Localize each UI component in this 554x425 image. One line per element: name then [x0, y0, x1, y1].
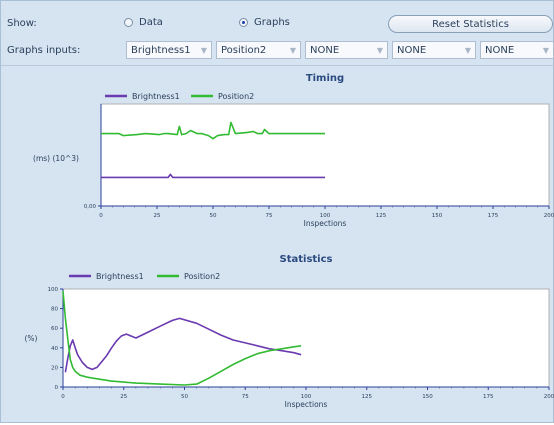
graph-input-select-1[interactable]: Brightness1 ▼	[126, 41, 212, 59]
x-tick-label: 50	[181, 394, 188, 400]
y-axis-label: (ms) (10^3)	[33, 154, 79, 163]
x-tick-label: 75	[266, 213, 273, 219]
x-tick-label: 175	[488, 213, 499, 219]
x-tick-label: 75	[242, 394, 249, 400]
y-tick-label: 0,00	[84, 204, 97, 210]
plot-area	[62, 288, 550, 388]
series-line	[62, 290, 302, 386]
radio-data[interactable]: Data	[124, 17, 163, 28]
x-tick-label: 0	[61, 394, 65, 400]
x-tick-label: 175	[483, 394, 494, 400]
x-axis-label: Inspections	[304, 219, 347, 228]
y-axis-label: (%)	[25, 334, 38, 343]
x-tick-label: 150	[432, 213, 443, 219]
chevron-down-icon[interactable]: ▼	[289, 45, 297, 55]
chevron-down-icon[interactable]: ▼	[200, 45, 208, 55]
graph-input-select-5[interactable]: NONE ▼	[480, 41, 554, 59]
x-axis-label: Inspections	[285, 400, 328, 409]
x-tick-label: 200	[544, 213, 554, 219]
legend-label: Brightness1	[132, 92, 180, 101]
x-tick-label: 0	[99, 213, 103, 219]
show-label: Show:	[7, 18, 37, 29]
chart-title: Statistics	[280, 254, 333, 265]
x-tick-label: 125	[362, 394, 373, 400]
radio-data-indicator	[124, 18, 133, 27]
graphs-inputs-label: Graphs inputs:	[7, 45, 81, 56]
chevron-down-icon[interactable]: ▼	[376, 45, 384, 55]
series-line	[101, 173, 325, 179]
x-tick-label: 25	[154, 213, 161, 219]
x-tick-label: 100	[301, 394, 312, 400]
x-tick-label: 50	[210, 213, 217, 219]
divider	[1, 65, 554, 66]
legend-label: Position2	[184, 272, 220, 281]
reset-statistics-button[interactable]: Reset Statistics	[388, 15, 553, 33]
radio-graphs-indicator	[239, 18, 248, 27]
graph-input-select-5-value: NONE	[485, 44, 515, 56]
graph-input-select-3-value: NONE	[310, 44, 340, 56]
graph-input-select-4[interactable]: NONE ▼	[392, 41, 476, 59]
graph-input-select-4-value: NONE	[397, 44, 427, 56]
radio-graphs-label: Graphs	[254, 17, 290, 28]
y-tick-label: 60	[51, 326, 58, 332]
radio-graphs[interactable]: Graphs	[239, 17, 290, 28]
graph-input-select-1-value: Brightness1	[131, 44, 191, 56]
y-tick-label: 80	[51, 307, 58, 313]
y-tick-label: 40	[51, 346, 58, 352]
y-tick-label: 0	[55, 385, 59, 391]
x-tick-label: 125	[376, 213, 387, 219]
x-tick-label: 200	[544, 394, 554, 400]
series-line	[64, 317, 302, 373]
x-tick-label: 150	[422, 394, 433, 400]
graph-input-select-2-value: Position2	[221, 44, 267, 56]
x-tick-label: 25	[120, 394, 127, 400]
series-line	[101, 121, 325, 140]
legend-label: Brightness1	[96, 272, 144, 281]
graph-input-select-2[interactable]: Position2 ▼	[216, 41, 301, 59]
legend-label: Position2	[218, 92, 254, 101]
chevron-down-icon[interactable]: ▼	[464, 45, 472, 55]
y-tick-label: 20	[51, 365, 58, 371]
graph-input-select-3[interactable]: NONE ▼	[305, 41, 388, 59]
chevron-down-icon[interactable]: ▼	[542, 45, 550, 55]
plot-area	[100, 103, 550, 207]
chart-title: Timing	[306, 73, 344, 84]
y-tick-label: 100	[48, 287, 59, 293]
charts-area: Timing Brightness1 Position2 0 25 50 75 100 125 1…	[25, 73, 554, 409]
x-tick-label: 100	[320, 213, 331, 219]
radio-data-label: Data	[139, 17, 163, 28]
